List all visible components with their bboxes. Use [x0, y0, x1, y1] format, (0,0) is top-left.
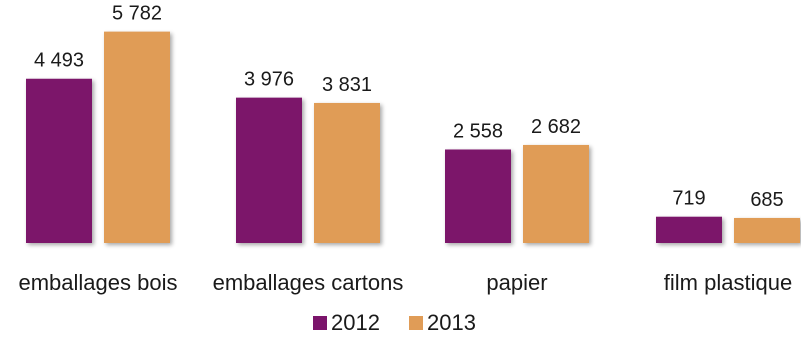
- bar-2012-3: [656, 216, 722, 243]
- category-label-1: emballages cartons: [213, 270, 404, 295]
- value-label-2013-0: 5 782: [112, 3, 162, 25]
- category-label-2: papier: [486, 270, 547, 295]
- bar-2013-3: [734, 217, 800, 243]
- category-label-3: film plastique: [664, 270, 792, 295]
- category-label-0: emballages bois: [19, 270, 178, 295]
- bar-2013-1: [314, 102, 380, 243]
- value-labels-layer: 4 493 5 782 3 976 3 831 2 558 2 682 719 685: [34, 3, 784, 211]
- legend-swatch-2013: [409, 316, 423, 330]
- bar-2012-1: [236, 97, 302, 244]
- bar-2013-0: [104, 31, 170, 244]
- bar-2012-0: [26, 78, 92, 243]
- value-label-2012-3: 719: [672, 188, 705, 210]
- bar-2013-2: [523, 144, 589, 243]
- legend-label-2013: 2013: [427, 310, 476, 335]
- legend-swatch-2012: [313, 316, 327, 330]
- value-label-2013-2: 2 682: [531, 116, 581, 138]
- legend-label-2012: 2012: [331, 310, 380, 335]
- value-label-2013-1: 3 831: [322, 74, 372, 96]
- value-label-2012-0: 4 493: [34, 50, 84, 72]
- bar-2012-2: [445, 149, 511, 243]
- value-label-2013-3: 685: [750, 189, 783, 211]
- value-label-2012-2: 2 558: [453, 120, 503, 142]
- value-label-2012-1: 3 976: [244, 69, 294, 91]
- legend: 2012 2013: [313, 310, 476, 335]
- category-labels-layer: emballages bois emballages cartons papier f…: [19, 270, 793, 295]
- bars-layer: [26, 31, 800, 244]
